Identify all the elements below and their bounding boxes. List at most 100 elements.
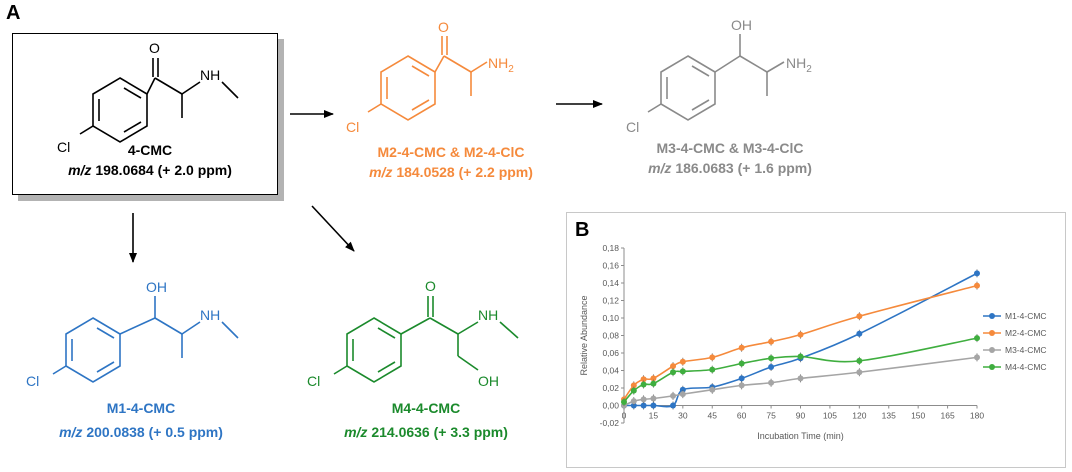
data-point-M4-4-CMC [650, 380, 657, 387]
data-point-M1-4-CMC [974, 270, 980, 277]
data-point-M3-4-CMC [738, 382, 745, 389]
panel-letter-b: B [575, 219, 590, 241]
data-point-M2-4-CMC [670, 363, 677, 370]
x-tick-label: 105 [823, 411, 837, 421]
data-point-M4-4-CMC [974, 335, 980, 342]
data-point-M4-4-CMC [768, 355, 775, 362]
data-point-M2-4-CMC [630, 382, 637, 389]
data-point-M3-4-CMC [650, 395, 657, 402]
atom-nh: NH [478, 307, 498, 323]
y-tick-label: 0,00 [602, 401, 619, 411]
label-parent: 4-CMC m/z 198.0684 (+ 2.0 ppm) [68, 140, 232, 180]
y-tick-label: 0,04 [602, 366, 619, 376]
data-point-M1-4-CMC [670, 402, 677, 409]
atom-o: O [438, 19, 449, 35]
data-point-M4-4-CMC [679, 368, 686, 375]
x-axis-label: Incubation Time (min) [757, 431, 844, 441]
data-point-M1-4-CMC [630, 402, 637, 409]
panel-letter-a: A [6, 2, 21, 24]
data-point-M1-4-CMC [856, 330, 863, 337]
legend-label: M3-4-CMC [1005, 345, 1047, 355]
legend-label: M2-4-CMC [1005, 328, 1047, 338]
data-point-M2-4-CMC [738, 344, 745, 351]
data-point-M4-4-CMC [856, 357, 863, 364]
label-m2: M2-4-CMC & M2-4-ClC m/z 184.0528 (+ 2.2 … [369, 142, 533, 182]
y-tick-label: 0,10 [602, 313, 619, 323]
y-tick-label: -0,02 [600, 418, 620, 428]
x-tick-label: 150 [911, 411, 925, 421]
data-point-M4-4-CMC [640, 381, 647, 388]
mz-value: 184.0528 (+ 2.2 ppm) [392, 164, 533, 180]
atom-cl: Cl [26, 373, 39, 389]
y-axis-label: Relative Abundance [579, 295, 589, 375]
x-tick-label: 30 [678, 411, 688, 421]
x-tick-label: 120 [852, 411, 866, 421]
label-m1: M1-4-CMC m/z 200.0838 (+ 0.5 ppm) [59, 398, 223, 442]
parent-compound-box [12, 33, 278, 195]
compound-name: M4-4-CMC [391, 400, 461, 416]
legend-marker [989, 347, 995, 353]
data-point-M3-4-CMC [630, 398, 637, 405]
mz-value: 198.0684 (+ 2.0 ppm) [91, 162, 232, 178]
data-point-M2-4-CMC [797, 331, 804, 338]
atom-nh2: NH2 [488, 55, 514, 75]
y-tick-label: 0,14 [602, 278, 619, 288]
mz-prefix: m/z [344, 424, 368, 440]
x-tick-label: 135 [882, 411, 896, 421]
data-point-M1-4-CMC [650, 402, 657, 409]
data-point-M3-4-CMC [797, 375, 804, 382]
mz-prefix: m/z [369, 164, 393, 180]
atom-oh: OH [731, 17, 752, 33]
x-tick-label: 45 [708, 411, 718, 421]
atom-cl: Cl [307, 373, 320, 389]
x-tick-label: 165 [940, 411, 954, 421]
structure-m4 [333, 296, 519, 383]
data-point-M2-4-CMC [640, 376, 647, 383]
data-point-M2-4-CMC [974, 282, 980, 289]
arrow-parent-to-m4 [311, 205, 355, 252]
y-tick-label: 0,06 [602, 348, 619, 358]
compound-name: 4-CMC [127, 142, 173, 158]
atom-o: O [425, 278, 436, 294]
data-point-M4-4-CMC [630, 387, 637, 394]
atom-o: O [149, 40, 160, 56]
legend-marker [989, 313, 995, 319]
series-line-M1-4-CMC [624, 272, 978, 408]
data-point-M2-4-CMC [709, 354, 716, 361]
data-point-M3-4-CMC [709, 386, 716, 393]
legend-label: M4-4-CMC [1005, 362, 1047, 372]
structure-m1 [52, 296, 239, 383]
compound-name: M1-4-CMC [106, 400, 176, 416]
mz-value: 186.0683 (+ 1.6 ppm) [671, 160, 812, 176]
data-point-M2-4-CMC [856, 313, 863, 320]
data-point-M4-4-CMC [797, 353, 804, 360]
data-point-M3-4-CMC [670, 392, 677, 399]
compound-name: M3-4-CMC & M3-4-ClC [656, 140, 804, 156]
label-m4: M4-4-CMC m/z 214.0636 (+ 3.3 ppm) [344, 398, 508, 442]
atom-cl: Cl [626, 119, 639, 135]
mz-prefix: m/z [648, 160, 672, 176]
x-tick-label: 75 [766, 411, 776, 421]
data-point-M1-4-CMC [738, 375, 745, 382]
atom-cl: Cl [346, 119, 359, 135]
compound-name: M2-4-CMC & M2-4-ClC [377, 144, 525, 160]
series-line-M4-4-CMC [623, 337, 978, 403]
atom-cl: Cl [57, 139, 70, 155]
atom-nh: NH [200, 67, 220, 83]
atom-nh2: NH2 [786, 55, 812, 75]
mz-prefix: m/z [68, 162, 92, 178]
chart-panel: B -0,02 0,00 0,02 0,04 0,06 0,08 0,10 0,12 0,14 0… [566, 212, 1066, 468]
x-tick-label: 180 [970, 411, 984, 421]
label-m3: M3-4-CMC & M3-4-ClC m/z 186.0683 (+ 1.6 … [648, 138, 812, 178]
structure-m3 [647, 34, 785, 121]
data-point-M1-4-CMC [768, 364, 775, 370]
atom-nh: NH [200, 307, 220, 323]
data-point-M3-4-CMC [974, 354, 980, 361]
y-tick-label: 0,02 [602, 383, 619, 393]
mz-prefix: m/z [59, 424, 83, 440]
data-point-M4-4-CMC [621, 399, 627, 405]
data-point-M2-4-CMC [650, 375, 657, 382]
y-tick-label: 0,18 [602, 243, 619, 253]
mz-value: 200.0838 (+ 0.5 ppm) [82, 424, 223, 440]
